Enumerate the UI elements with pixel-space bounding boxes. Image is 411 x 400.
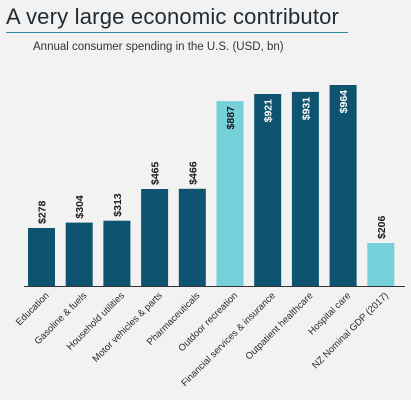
value-label: $921 <box>263 99 275 123</box>
category-label: Outpatient healthcare <box>244 290 316 362</box>
bar <box>254 94 282 286</box>
value-label: $206 <box>376 215 388 239</box>
category-label: NZ Nominal GDP (2017) <box>310 290 391 371</box>
value-label: $964 <box>338 90 350 114</box>
bar <box>141 189 169 286</box>
bar <box>65 222 93 286</box>
category-label: Motor vehicles & parts <box>90 290 164 364</box>
value-label: $313 <box>112 193 124 217</box>
value-label: $466 <box>187 161 199 185</box>
title-divider <box>6 32 348 33</box>
value-label: $931 <box>300 97 312 121</box>
bar <box>216 101 244 286</box>
bar <box>367 243 395 286</box>
bar <box>28 228 55 286</box>
value-labels-group: $278 $304 $313 $465 $466 $887 $921 $931 $964 $206 <box>37 90 388 239</box>
bar <box>178 188 206 286</box>
bars-group <box>28 85 395 287</box>
value-label: $278 <box>37 200 49 224</box>
value-label: $465 <box>150 161 162 185</box>
value-label: $304 <box>74 195 86 219</box>
value-label: $887 <box>225 106 237 130</box>
bar <box>329 85 357 286</box>
bar <box>291 91 319 287</box>
chart-title: A very large economic contributor <box>6 4 340 29</box>
bar <box>103 220 131 286</box>
chart-subtitle: Annual consumer spending in the U.S. (US… <box>33 41 284 53</box>
category-label: Education <box>14 290 52 328</box>
